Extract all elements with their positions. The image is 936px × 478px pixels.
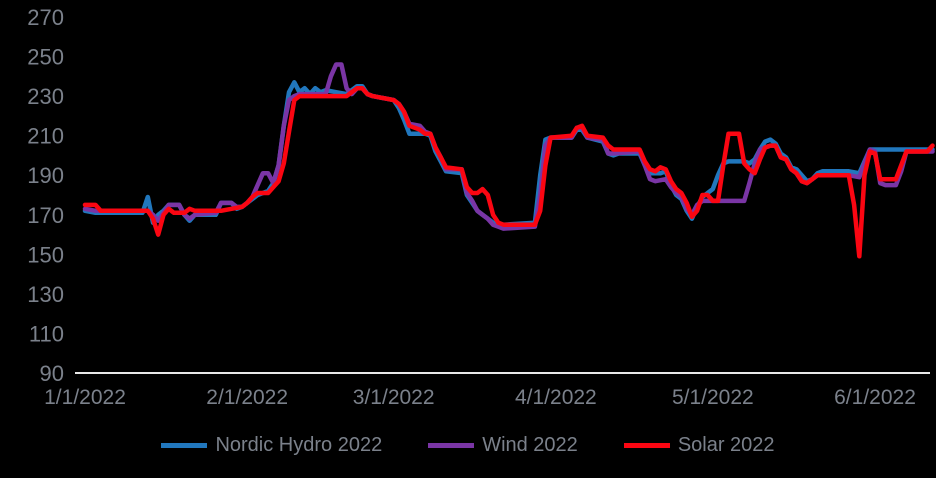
legend-item-nordic-hydro: Nordic Hydro 2022	[161, 434, 382, 457]
legend-label-solar: Solar 2022	[677, 434, 775, 456]
legend-label-wind: Wind 2022	[482, 434, 578, 456]
series-line-nordic-hydro-2022	[82, 80, 935, 227]
x-axis-tick-label: 1/1/2022	[44, 386, 126, 409]
y-axis-tick-label: 230	[27, 84, 64, 109]
y-axis-tick-label: 170	[27, 203, 64, 228]
x-axis-tick-label: 3/1/2022	[353, 386, 435, 409]
y-axis-tick-label: 130	[27, 282, 64, 307]
y-axis-tick-label: 190	[27, 163, 64, 188]
legend-swatch-wind-icon	[428, 443, 475, 448]
y-axis-tick-label: 110	[29, 321, 64, 346]
y-axis-tick-label: 90	[40, 361, 64, 386]
legend-swatch-solar-icon	[623, 443, 670, 448]
x-axis-tick-label: 6/1/2022	[834, 386, 916, 409]
x-axis-tick-label: 2/1/2022	[206, 386, 288, 409]
series-line-solar-2022	[82, 85, 935, 259]
y-axis-tick-label: 150	[27, 242, 64, 267]
chart-legend: Nordic Hydro 2022 Wind 2022 Solar 2022	[0, 434, 936, 457]
y-axis-tick-label: 250	[27, 45, 64, 70]
x-axis-tick-label: 5/1/2022	[672, 386, 754, 409]
y-axis-tick-label: 270	[27, 5, 64, 30]
legend-item-solar: Solar 2022	[623, 434, 775, 457]
x-axis-tick-label: 4/1/2022	[515, 386, 597, 409]
legend-swatch-nordic-hydro-icon	[161, 443, 208, 448]
series-line-wind-2022	[82, 62, 935, 231]
legend-label-nordic-hydro: Nordic Hydro 2022	[215, 434, 383, 456]
legend-item-wind: Wind 2022	[428, 434, 578, 457]
y-axis-tick-label: 210	[27, 124, 64, 149]
